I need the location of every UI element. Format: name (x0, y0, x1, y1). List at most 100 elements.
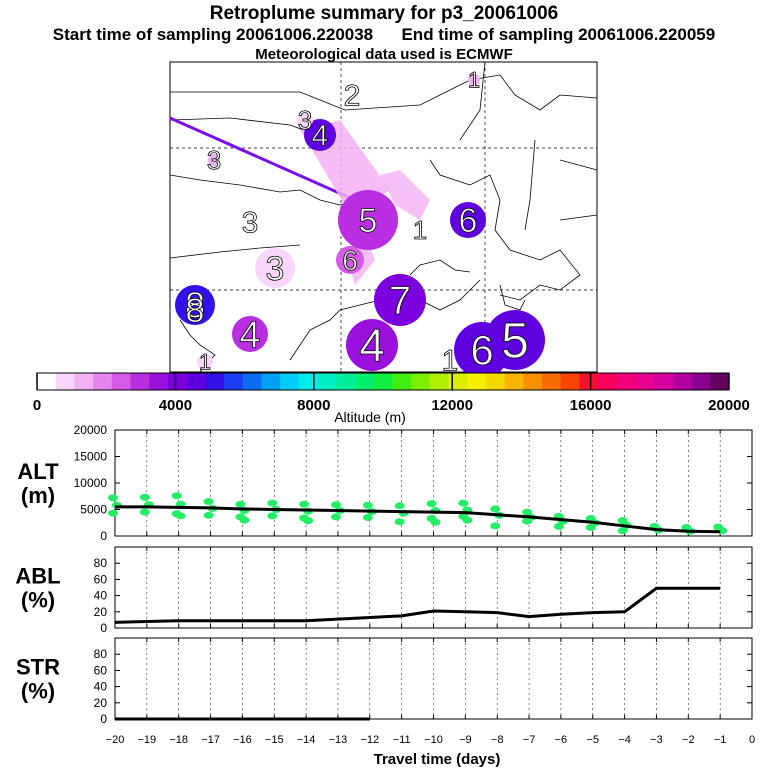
colorbar-tick-label: 0 (33, 397, 41, 414)
colorbar-swatch (579, 373, 599, 390)
colorbar-tick-label: 8000 (297, 397, 330, 414)
cluster-circle (338, 190, 398, 250)
colorbar-swatch (186, 373, 206, 390)
altitude-point (203, 498, 214, 506)
colorbar-tick-label: 20000 (708, 397, 750, 414)
sampling-times: Start time of sampling 20061006.220038 E… (52, 25, 716, 44)
x-tick-label: −20 (106, 734, 125, 746)
x-tick-label: −8 (491, 734, 504, 746)
altitude-point (299, 500, 310, 508)
colorbar-label: Altitude (m) (334, 409, 406, 425)
chart-title: Retroplume summary for p3_20061006 (209, 3, 559, 24)
x-tick-label: −15 (265, 734, 284, 746)
colorbar-swatch (485, 373, 506, 390)
panel-unit: (m) (21, 483, 55, 508)
cluster-circle (468, 74, 480, 86)
colorbar-swatch (523, 373, 543, 390)
cluster-circle (175, 285, 215, 325)
cluster-label: 1 (468, 68, 480, 93)
altitude-point (303, 517, 314, 525)
cluster-circle (450, 202, 486, 238)
colorbar-swatch (298, 373, 319, 390)
colorbar-swatch (710, 373, 730, 390)
cluster-circle (304, 119, 336, 151)
altitude-point (362, 501, 373, 509)
colorbar-swatch (261, 373, 281, 390)
x-tick-label: −14 (297, 734, 316, 746)
cluster-label: 1 (199, 350, 211, 375)
colorbar-swatch (242, 373, 262, 390)
colorbar-swatch (672, 373, 693, 390)
cluster-circle (454, 322, 510, 378)
cluster-label: 8 (185, 285, 205, 326)
y-tick-label: 20 (94, 605, 108, 619)
colorbar-swatch (448, 373, 468, 390)
y-tick-label: 20000 (74, 423, 108, 437)
panel-label: ALT (17, 459, 59, 484)
cluster-circle (197, 354, 213, 370)
colorbar-swatch (598, 373, 618, 390)
met-data-line: Meteorological data used is ECMWF (255, 46, 513, 63)
x-tick-label: −16 (233, 734, 252, 746)
y-tick-label: 15000 (74, 450, 108, 464)
colorbar-swatch (354, 373, 375, 390)
colorbar-swatch (373, 373, 393, 390)
colorbar-swatch (93, 373, 113, 390)
colorbar-tick-label: 12000 (431, 397, 473, 414)
altitude-point (462, 516, 473, 524)
y-tick-label: 0 (100, 712, 107, 726)
colorbar-swatch (55, 373, 75, 390)
x-tick-label: −10 (424, 734, 443, 746)
x-tick-label: −12 (360, 734, 379, 746)
y-tick-label: 0 (100, 621, 107, 635)
time-series-panels: 20000150001000050000ALT(m)806040200ABL(%… (15, 423, 755, 746)
panel-unit: (%) (21, 679, 55, 704)
y-tick-label: 0 (100, 529, 107, 543)
altitude-point (585, 524, 596, 532)
colorbar-swatch (616, 373, 636, 390)
x-tick-label: −1 (714, 734, 727, 746)
cluster-label: 6 (470, 327, 493, 374)
y-tick-label: 20 (94, 696, 108, 710)
panel-label: ABL (15, 564, 60, 589)
colorbar-swatch (37, 373, 57, 390)
altitude-point (267, 499, 278, 507)
cluster-circle (336, 246, 364, 274)
colorbar-swatch (130, 373, 150, 390)
cluster-label: 8 (186, 292, 205, 330)
x-tick-label: −3 (650, 734, 663, 746)
cluster-label: 5 (359, 202, 378, 240)
colorbar-swatch (654, 373, 674, 390)
x-tick-label: −17 (201, 734, 220, 746)
colorbar-swatch (392, 373, 412, 390)
panel-unit: (%) (21, 588, 55, 613)
x-tick-label: −19 (138, 734, 157, 746)
colorbar-tick-labels: 0 4000 8000 12000 16000 20000 (33, 373, 750, 414)
colorbar-swatch (74, 373, 94, 390)
colorbar-swatch (411, 373, 431, 390)
cluster-circle (297, 112, 313, 128)
altitude-point (394, 518, 405, 526)
altitude-point (239, 516, 250, 524)
altitude-point (175, 512, 186, 520)
colorbar-swatch (205, 373, 225, 390)
x-tick-label: −7 (523, 734, 536, 746)
colorbar-swatch (149, 373, 169, 390)
altitude-point (490, 522, 501, 530)
altitude-point (458, 499, 469, 507)
cluster-circle (208, 154, 220, 166)
cluster-label: 3 (298, 105, 312, 135)
altitude-colorbar (36, 372, 730, 391)
y-tick-label: 80 (94, 647, 108, 661)
cluster-label: 6 (342, 245, 358, 276)
map-gridlines (170, 62, 597, 372)
cluster-label: 4 (359, 319, 385, 371)
series-line-abl (114, 586, 721, 624)
x-axis-label: Travel time (days) (374, 751, 501, 768)
cluster-label: 2 (344, 80, 361, 113)
cluster-label: 7 (389, 279, 411, 323)
altitude-point (139, 508, 150, 516)
x-tick-label: −6 (555, 734, 568, 746)
altitude-point (362, 513, 373, 521)
colorbar-tick-label: 4000 (159, 397, 192, 414)
